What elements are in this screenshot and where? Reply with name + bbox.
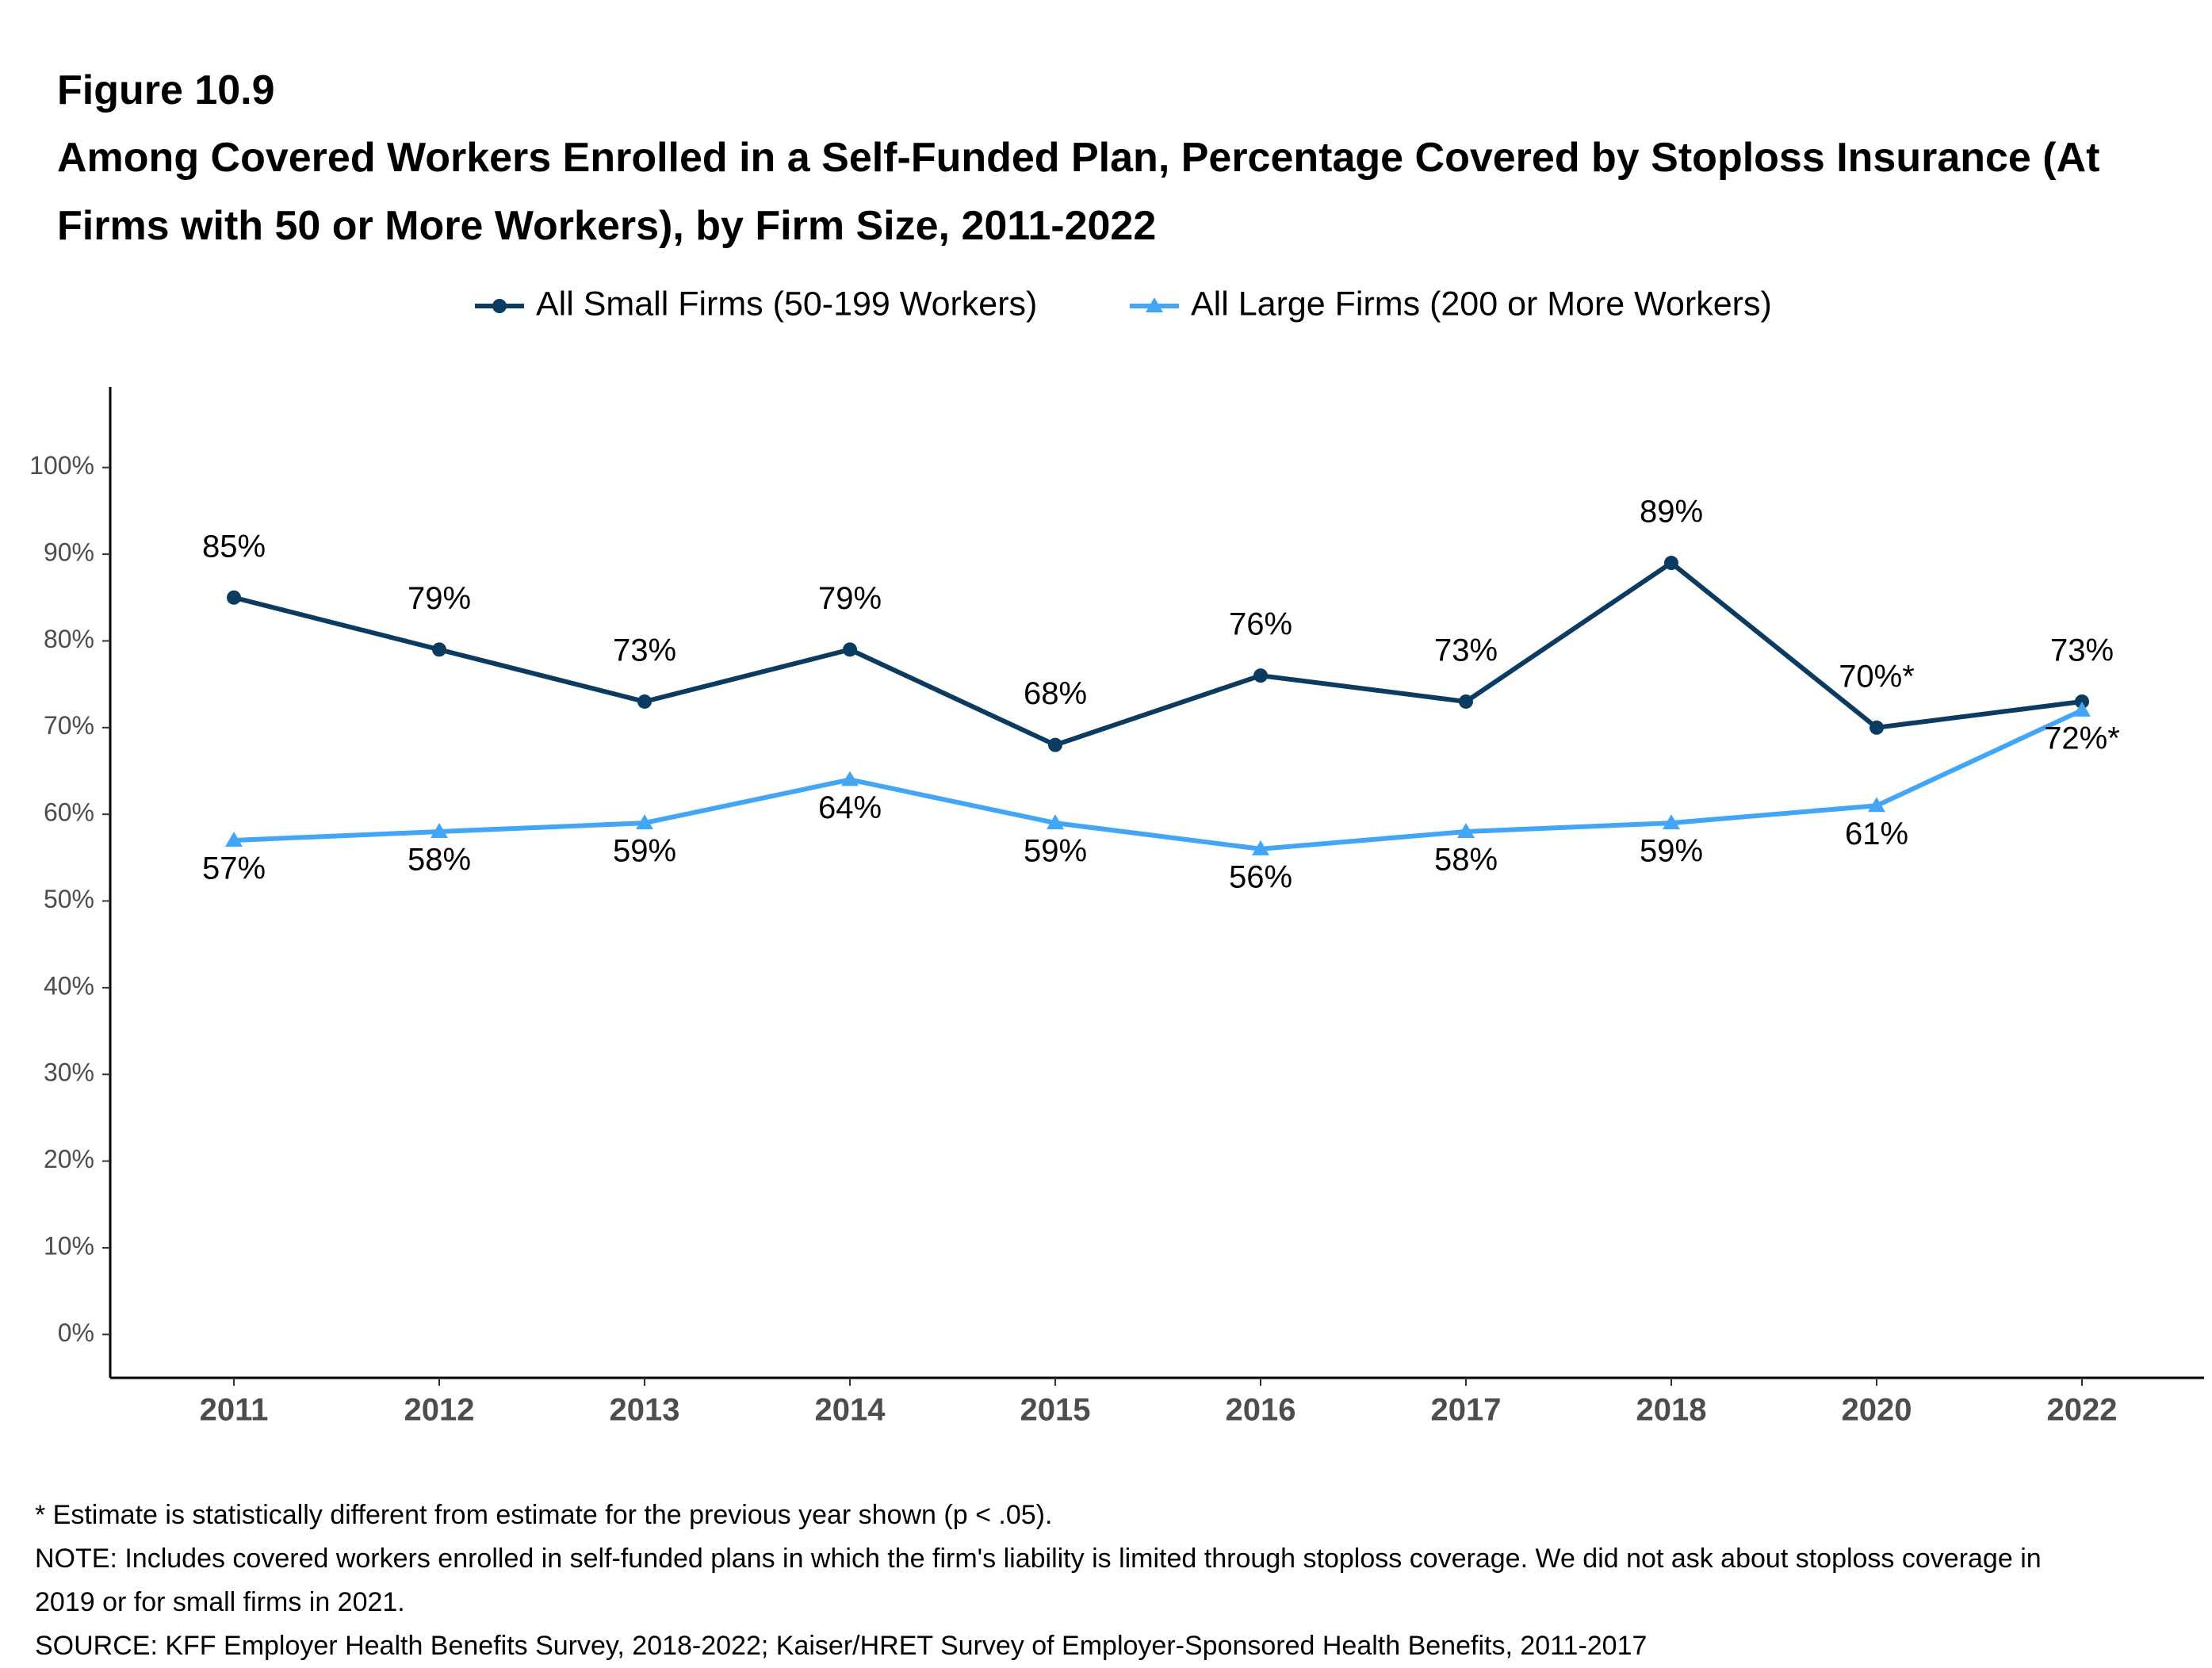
- data-label: 70%*: [1839, 659, 1915, 694]
- y-tick-label: 50%: [44, 885, 94, 913]
- y-tick-label: 30%: [44, 1058, 94, 1087]
- data-point: [843, 642, 857, 657]
- data-point: [1664, 556, 1678, 571]
- data-point: [1869, 720, 1884, 735]
- data-point: [1253, 668, 1268, 683]
- data-point: [225, 831, 243, 847]
- note: NOTE: Includes covered workers enrolled …: [35, 1544, 2042, 1617]
- data-label: 61%: [1845, 817, 1908, 851]
- data-point: [1663, 814, 1680, 830]
- x-tick-label: 2013: [610, 1393, 680, 1428]
- data-point: [1048, 737, 1062, 752]
- x-tick-label: 2018: [1636, 1393, 1707, 1428]
- data-label: 76%: [1229, 607, 1292, 642]
- data-label: 57%: [202, 851, 266, 886]
- data-label: 58%: [1434, 843, 1498, 878]
- series-line: [233, 560, 2083, 748]
- data-point: [431, 823, 448, 839]
- data-label: 79%: [818, 581, 882, 616]
- x-tick-label: 2017: [1431, 1393, 1502, 1428]
- x-tick-label: 2015: [1020, 1393, 1091, 1428]
- note: SOURCE: KFF Employer Health Benefits Sur…: [35, 1631, 1648, 1661]
- note: * Estimate is statistically different fr…: [35, 1500, 1053, 1530]
- notes: * Estimate is statistically different fr…: [35, 1494, 2065, 1668]
- y-tick-label: 20%: [44, 1145, 94, 1173]
- data-point: [432, 642, 446, 657]
- legend-marker: [1146, 297, 1163, 312]
- data-label: 79%: [408, 581, 471, 616]
- data-point: [1252, 840, 1269, 855]
- y-tick-label: 60%: [44, 798, 94, 827]
- data-label: 72%*: [2044, 721, 2120, 756]
- data-label: 58%: [408, 843, 471, 878]
- data-label: 89%: [1640, 495, 1703, 530]
- data-label: 73%: [613, 633, 676, 668]
- x-tick-label: 2012: [404, 1393, 475, 1428]
- data-point: [227, 590, 241, 605]
- data-point: [1868, 797, 1885, 813]
- data-label: 64%: [818, 790, 882, 825]
- x-tick-label: 2022: [2047, 1393, 2118, 1428]
- data-label: 85%: [202, 529, 266, 564]
- data-label: 73%: [2050, 633, 2114, 668]
- data-point: [2073, 701, 2091, 717]
- data-point: [637, 694, 652, 709]
- chart-title: Among Covered Workers Enrolled in a Self…: [57, 135, 2100, 249]
- x-tick-label: 2020: [1842, 1393, 1912, 1428]
- x-tick-label: 2014: [815, 1393, 886, 1428]
- y-tick-label: 0%: [58, 1318, 94, 1347]
- x-tick-label: 2016: [1226, 1393, 1296, 1428]
- legend-label: All Small Firms (50-199 Workers): [536, 285, 1037, 323]
- data-point: [636, 814, 653, 830]
- data-label: 73%: [1434, 633, 1498, 668]
- data-point: [841, 771, 859, 786]
- x-tick-label: 2011: [200, 1393, 269, 1428]
- y-tick-label: 10%: [44, 1231, 94, 1260]
- legend-marker: [492, 299, 507, 313]
- series-line: [233, 708, 2084, 851]
- y-tick-label: 40%: [44, 971, 94, 1000]
- data-label: 68%: [1024, 676, 1087, 711]
- data-point: [1459, 694, 1473, 709]
- data-point: [1047, 814, 1064, 830]
- y-tick-label: 70%: [44, 711, 94, 740]
- y-tick-label: 80%: [44, 625, 94, 653]
- data-label: 59%: [1640, 834, 1703, 869]
- chart: 0% 10% 20% 30% 40% 50% 60% 70% 80% 90% 100% 2011 201…: [29, 285, 2204, 1428]
- y-tick-label: 100%: [29, 451, 94, 480]
- data-point: [1457, 823, 1475, 839]
- data-label: 59%: [1024, 834, 1087, 869]
- data-label: 59%: [613, 834, 676, 869]
- data-label: 56%: [1229, 859, 1292, 894]
- y-tick-label: 90%: [44, 538, 94, 567]
- figure-label: Figure 10.9: [57, 67, 275, 113]
- legend-label: All Large Firms (200 or More Workers): [1191, 285, 1772, 323]
